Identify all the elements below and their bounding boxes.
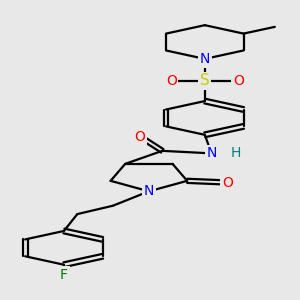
Text: O: O [134,130,146,143]
Text: O: O [222,176,233,190]
Text: O: O [166,74,177,88]
Text: N: N [144,184,154,198]
Text: N: N [206,146,217,161]
Text: H: H [231,146,241,161]
Text: S: S [200,73,210,88]
Text: N: N [200,52,210,66]
Text: F: F [60,268,68,282]
Text: O: O [233,74,244,88]
